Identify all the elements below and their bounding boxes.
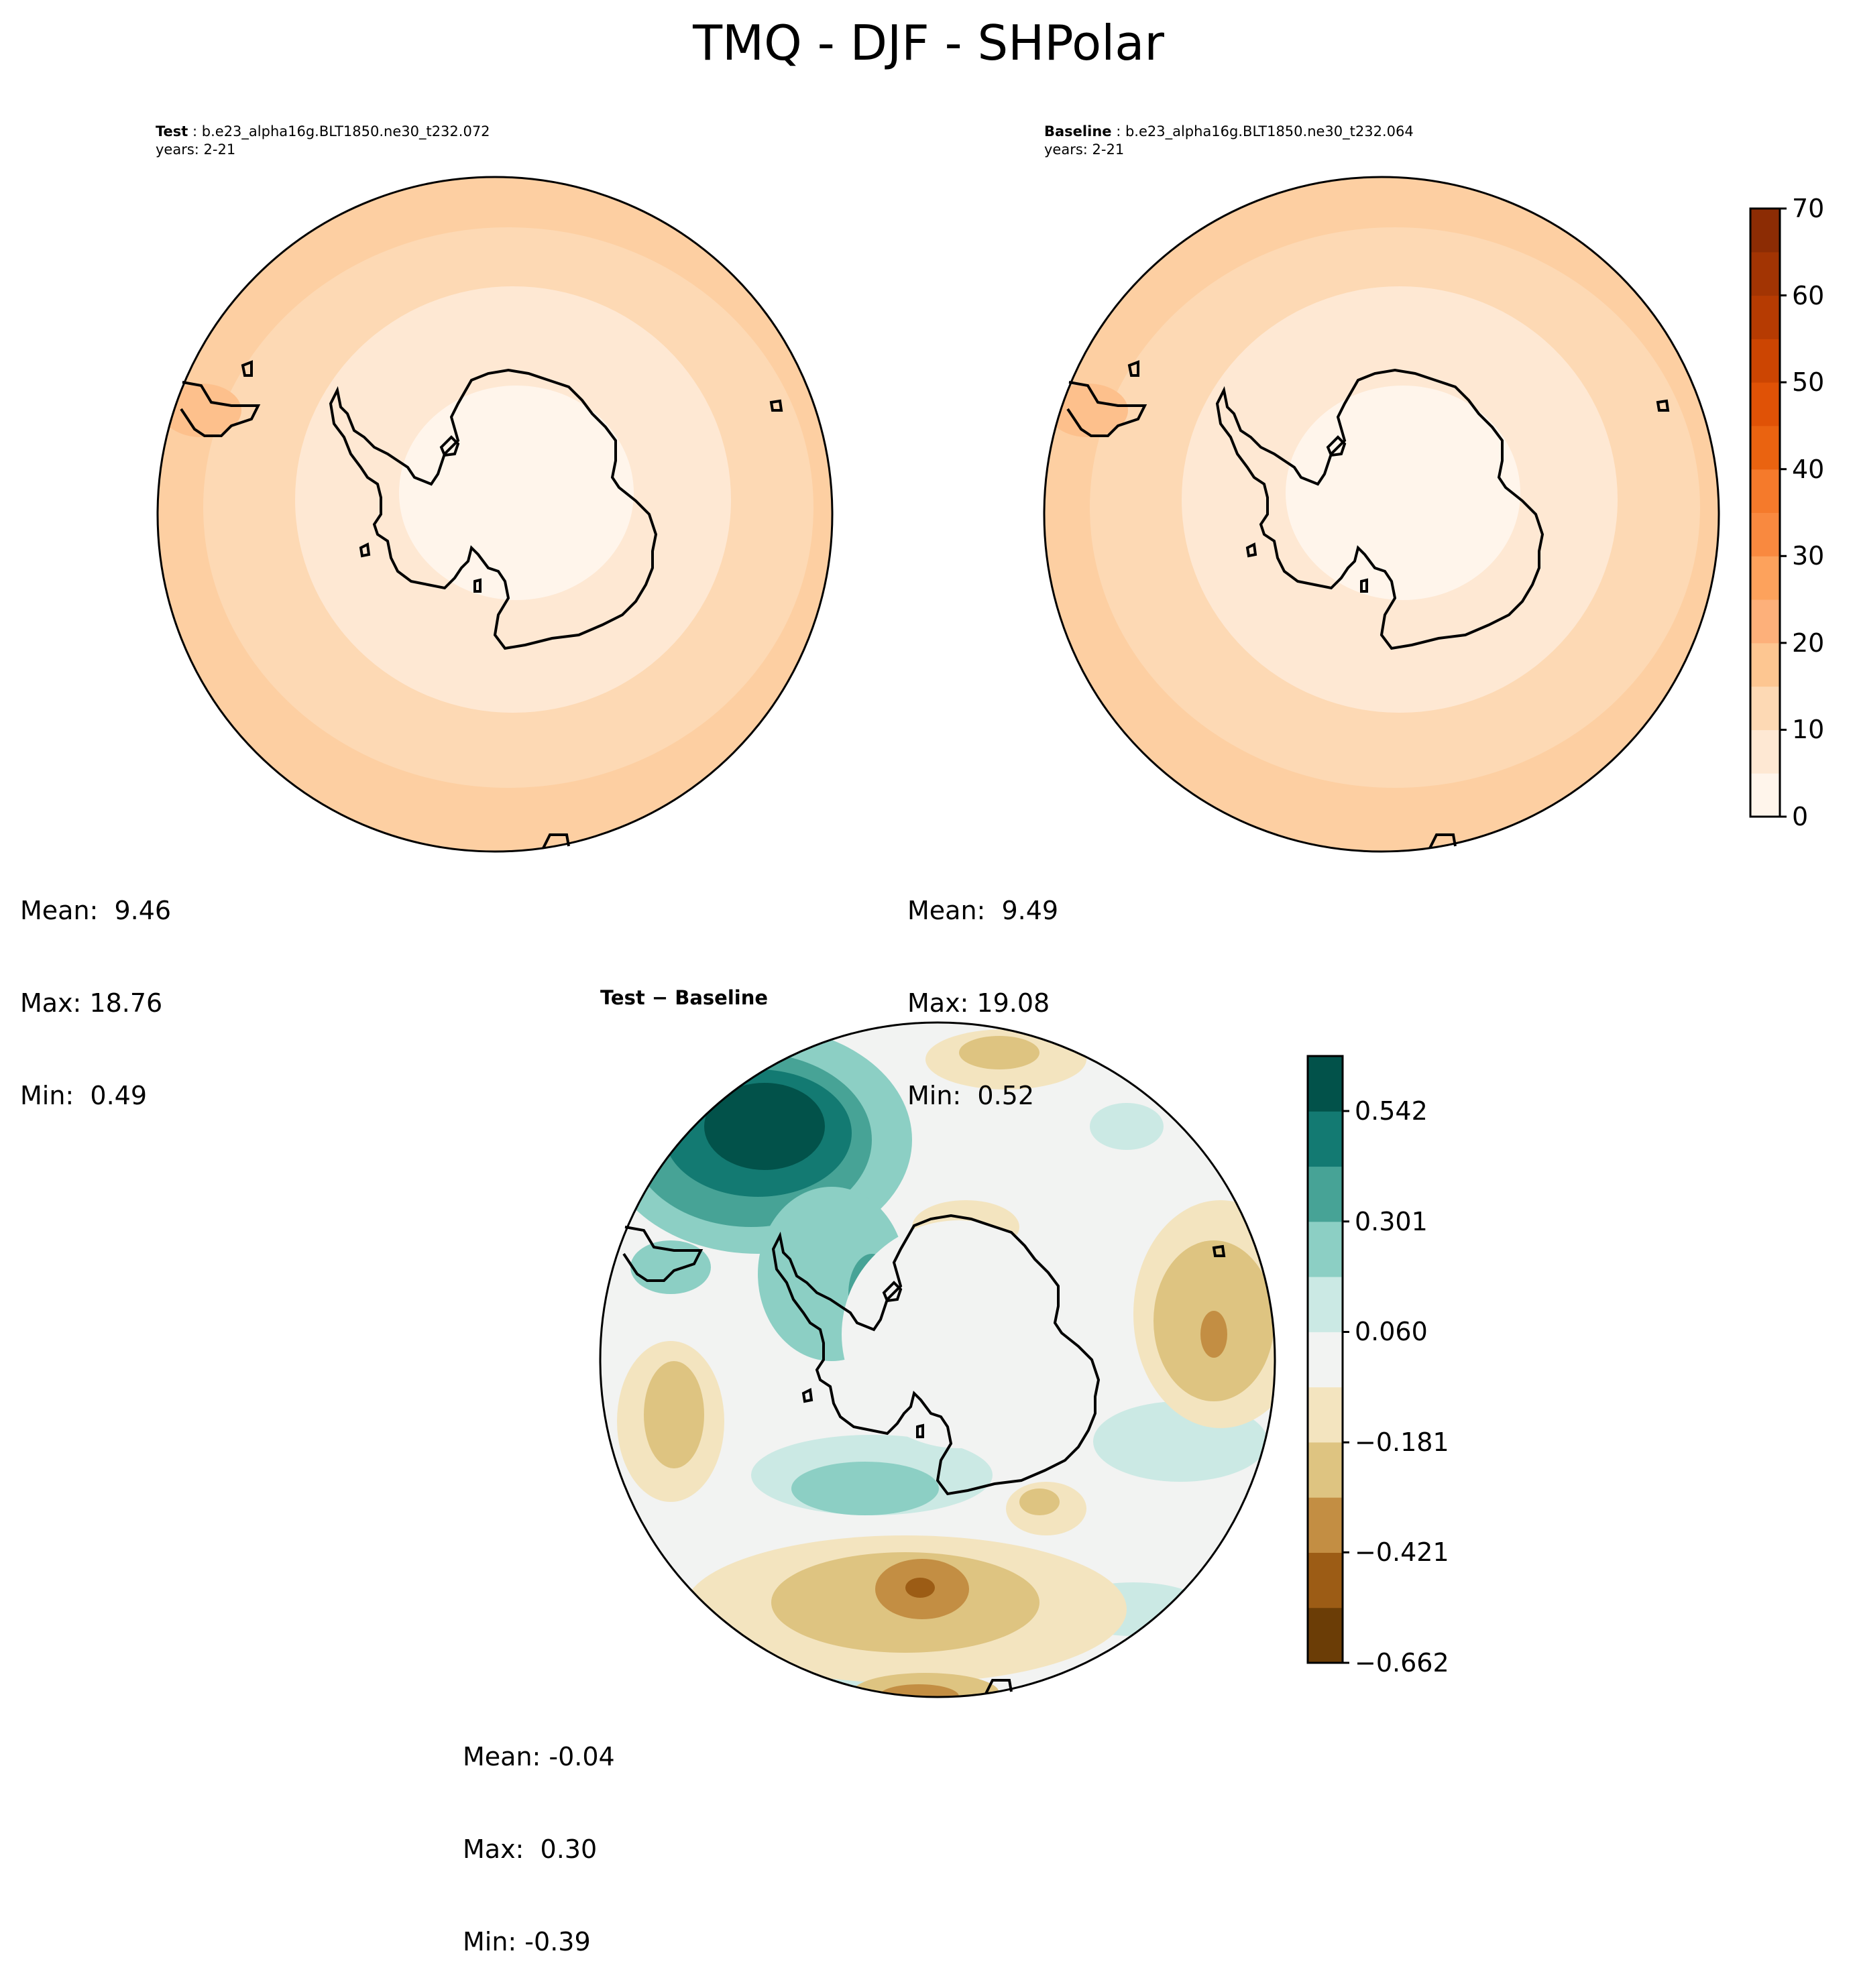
- main-colorbar-tick-label: 70: [1792, 194, 1825, 223]
- diff-map: [599, 1021, 1276, 1698]
- baseline-label: Baseline: [1044, 123, 1112, 139]
- test-mean: Mean: 9.46: [20, 896, 172, 925]
- main-colorbar-frame: [1749, 207, 1781, 818]
- diff-colorbar-segment: [1308, 1332, 1343, 1388]
- main-colorbar-segment: [1750, 382, 1780, 426]
- main-colorbar-tick-label: 0: [1792, 802, 1809, 831]
- main-colorbar-segment: [1750, 642, 1780, 687]
- diff-colorbar-segment: [1308, 1111, 1343, 1167]
- baseline-case-name: b.e23_alpha16g.BLT1850.ne30_t232.064: [1125, 123, 1414, 139]
- diff-colorbar-segment: [1308, 1221, 1343, 1277]
- diff-map-border: [599, 1021, 1276, 1698]
- test-min: Min: 0.49: [20, 1081, 147, 1110]
- main-colorbar-segment: [1750, 729, 1780, 774]
- baseline-max: Max: 19.08: [907, 988, 1050, 1018]
- baseline-years: years: 2-21: [1044, 141, 1125, 158]
- diff-max: Max: 0.30: [463, 1834, 598, 1864]
- diff-colorbar-segment: [1308, 1497, 1343, 1553]
- figure-title: TMQ - DJF - SHPolar: [693, 15, 1164, 71]
- diff-min: Min: -0.39: [463, 1927, 591, 1956]
- main-colorbar-segment: [1750, 773, 1780, 817]
- diff-title: Test − Baseline: [600, 986, 769, 1009]
- diff-colorbar-tick-label: −0.421: [1355, 1537, 1449, 1568]
- diff-colorbar-tick-label: −0.662: [1355, 1648, 1449, 1678]
- main-colorbar-segment: [1750, 425, 1780, 470]
- figure-canvas: [156, 176, 1787, 1698]
- test-case-name: b.e23_alpha16g.BLT1850.ne30_t232.072: [201, 123, 490, 139]
- main-colorbar-segment: [1750, 556, 1780, 600]
- test-max: Max: 18.76: [20, 988, 163, 1018]
- baseline-band-core: [1286, 386, 1520, 600]
- main-colorbar-segment: [1750, 251, 1780, 296]
- diff-colorbar-segment: [1308, 1387, 1343, 1443]
- baseline-mean: Mean: 9.49: [907, 896, 1059, 925]
- diff-colorbar-segment: [1308, 1442, 1343, 1498]
- main-colorbar-segment: [1750, 469, 1780, 513]
- baseline-min: Min: 0.52: [907, 1081, 1034, 1110]
- test-map: [156, 176, 834, 853]
- test-band-core: [399, 386, 634, 600]
- main-colorbar-segment: [1750, 686, 1780, 730]
- baseline-map-border: [1043, 176, 1720, 853]
- main-colorbar: [1749, 207, 1787, 818]
- baseline-stats: Mean: 9.49 Max: 19.08 Min: 0.52: [907, 833, 1058, 1142]
- diff-colorbar-segment: [1308, 1056, 1343, 1112]
- diff-colorbar-segment: [1308, 1607, 1343, 1663]
- main-colorbar-tick-label: 40: [1792, 454, 1825, 484]
- main-colorbar-segment: [1750, 339, 1780, 383]
- main-colorbar-tick-label: 20: [1792, 628, 1825, 658]
- test-subtitle: Test : b.e23_alpha16g.BLT1850.ne30_t232.…: [156, 123, 490, 139]
- baseline-subtitle: Baseline : b.e23_alpha16g.BLT1850.ne30_t…: [1044, 123, 1414, 139]
- diff-mean: Mean: -0.04: [463, 1742, 615, 1771]
- main-colorbar-tick-label: 10: [1792, 715, 1825, 745]
- diff-colorbar-segment: [1308, 1166, 1343, 1222]
- test-stats: Mean: 9.46 Max: 18.76 Min: 0.49: [20, 833, 171, 1142]
- main-colorbar-tick-label: 30: [1792, 541, 1825, 571]
- diff-colorbar-tick-label: −0.181: [1355, 1427, 1449, 1458]
- diff-colorbar-frame: [1306, 1055, 1344, 1664]
- test-map-border: [156, 176, 834, 853]
- diff-colorbar-segment: [1308, 1277, 1343, 1332]
- main-colorbar-segment: [1750, 209, 1780, 253]
- diff-colorbar-segment: [1308, 1552, 1343, 1609]
- diff-colorbar: [1306, 1055, 1349, 1664]
- diff-colorbar-tick-label: 0.301: [1355, 1206, 1428, 1236]
- test-years: years: 2-21: [156, 141, 236, 158]
- diff-stats: Mean: -0.04 Max: 0.30 Min: -0.39: [463, 1680, 615, 1988]
- main-colorbar-segment: [1750, 512, 1780, 557]
- diff-colorbar-tick-label: 0.542: [1355, 1096, 1428, 1126]
- main-colorbar-tick-label: 60: [1792, 280, 1825, 310]
- main-colorbar-segment: [1750, 599, 1780, 644]
- main-colorbar-tick-label: 50: [1792, 367, 1825, 398]
- main-colorbar-segment: [1750, 295, 1780, 339]
- baseline-map: [1043, 176, 1720, 853]
- diff-colorbar-tick-label: 0.060: [1355, 1317, 1428, 1347]
- test-label: Test: [156, 123, 188, 139]
